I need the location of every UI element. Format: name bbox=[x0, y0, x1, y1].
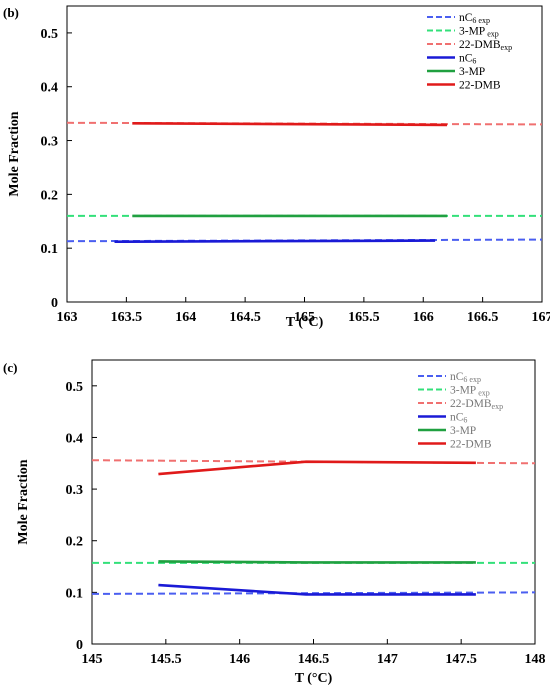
x-tick-label: 164 bbox=[175, 310, 196, 325]
y-tick-label: 0.5 bbox=[41, 27, 59, 42]
legend-entry-label: 22-DMB bbox=[459, 80, 501, 92]
y-tick-label: 0 bbox=[76, 638, 83, 653]
series-line-5 bbox=[158, 460, 476, 476]
y-tick-label: 0.4 bbox=[66, 431, 84, 446]
y-axis-title: Mole Fraction bbox=[16, 459, 31, 544]
x-axis-title: T (°C) bbox=[295, 671, 333, 686]
x-tick-label: 166.5 bbox=[467, 310, 499, 325]
x-tick-label: 163.5 bbox=[111, 310, 143, 325]
y-tick-label: 0.3 bbox=[41, 135, 59, 150]
chart-panel-0: (b) 163 163.5 164 164.5 165 165.5 166 166.5 167 0 0… bbox=[3, 5, 550, 330]
x-tick-label: 166 bbox=[413, 310, 434, 325]
series-line-4 bbox=[158, 560, 476, 564]
x-tick-label: 165.5 bbox=[348, 310, 380, 325]
x-tick-label: 163 bbox=[57, 310, 78, 325]
y-tick-label: 0.5 bbox=[66, 380, 84, 395]
y-axis-title: Mole Fraction bbox=[7, 111, 22, 196]
legend-entry-label: nC6 bbox=[459, 53, 476, 66]
legend-entry-label: nC6 exp bbox=[459, 12, 490, 25]
x-tick-label: 164.5 bbox=[229, 310, 261, 325]
x-axis-title: T (°C) bbox=[286, 315, 324, 330]
legend-entry-label: 3-MP exp bbox=[459, 26, 499, 39]
y-tick-label: 0.3 bbox=[66, 483, 84, 498]
x-tick-label: 145.5 bbox=[150, 652, 182, 667]
series-line-3 bbox=[114, 239, 436, 243]
panel-label: (c) bbox=[3, 360, 17, 375]
legend-entry-label: 3-MP bbox=[450, 425, 476, 437]
y-tick-label: 0.2 bbox=[66, 535, 84, 550]
x-tick-label: 147.5 bbox=[445, 652, 477, 667]
legend-entry-label: 22-DMBexp bbox=[459, 39, 512, 52]
series-line-3 bbox=[158, 583, 476, 596]
legend-entry-label: nC6 exp bbox=[450, 371, 481, 384]
y-tick-label: 0.4 bbox=[41, 81, 59, 96]
x-tick-label: 167 bbox=[532, 310, 550, 325]
legend-entry-label: 3-MP bbox=[459, 66, 485, 78]
legend-entry-label: 22-DMB bbox=[450, 439, 492, 451]
panel-label: (b) bbox=[3, 5, 19, 20]
y-tick-label: 0.2 bbox=[41, 188, 59, 203]
x-tick-label: 147 bbox=[377, 652, 398, 667]
legend-entry-label: nC6 bbox=[450, 412, 467, 425]
legend-entry-label: 3-MP exp bbox=[450, 385, 490, 398]
series-line-5 bbox=[132, 122, 448, 127]
x-tick-label: 146 bbox=[229, 652, 250, 667]
legend-entry-label: 22-DMBexp bbox=[450, 398, 503, 411]
y-tick-label: 0.1 bbox=[66, 586, 84, 601]
x-tick-label: 146.5 bbox=[298, 652, 330, 667]
x-tick-label: 165 bbox=[294, 310, 315, 325]
x-tick-label: 148 bbox=[525, 652, 546, 667]
y-tick-label: 0 bbox=[51, 296, 58, 311]
y-tick-label: 0.1 bbox=[41, 242, 59, 257]
chart-panel-1: (c) 145 145.5 146 146.5 147 147.5 148 0 0.1 0.2 0.3… bbox=[3, 359, 546, 686]
x-tick-label: 145 bbox=[82, 652, 103, 667]
